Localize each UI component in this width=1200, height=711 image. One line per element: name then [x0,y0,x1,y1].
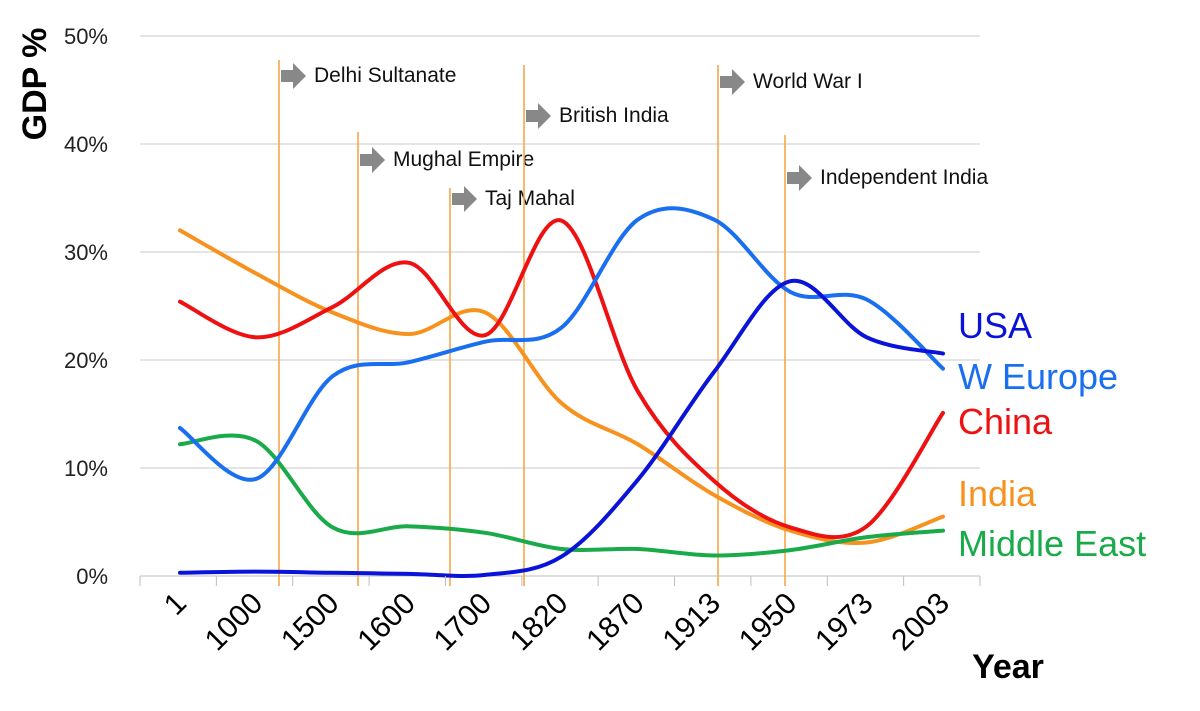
series-line-usa [178,278,945,578]
event-label: Delhi Sultanate [314,64,456,87]
series-line-w-europe [178,206,945,482]
event-arrow-icon [526,103,551,129]
series-label: USA [958,305,1032,346]
x-tick-label: 1 [158,587,193,622]
series-line-china [178,218,945,540]
x-tick-label: 1700 [428,587,499,658]
event-arrow-icon [452,186,477,212]
event-label: Taj Mahal [485,187,575,210]
series-label: Middle East [958,523,1146,564]
series-label: W Europe [958,356,1118,397]
x-tick-label: 1950 [733,587,804,658]
y-tick-label: 40% [64,132,108,157]
event-arrow-icon [787,165,812,191]
data-series [178,206,945,578]
y-tick-label: 30% [64,240,108,265]
series-line-india [178,228,945,545]
event-label: Mughal Empire [393,148,534,171]
event-label: Independent India [820,166,988,189]
series-line-middle-east [178,433,945,558]
x-tick-label: 1973 [809,587,880,658]
historical-events: Delhi Sultanate Mughal Empire Taj Mahal Bri… [278,60,988,586]
y-axis-ticks: 0% 10% 20% 30% 40% 50% [64,24,108,589]
x-tick-label: 1820 [504,587,575,658]
event-label: British India [559,104,669,127]
x-tick-label: 2003 [885,587,956,658]
x-tick-label: 1870 [580,587,651,658]
y-tick-label: 10% [64,456,108,481]
series-label: India [958,473,1037,514]
y-tick-label: 20% [64,348,108,373]
x-tick-label: 1600 [351,587,422,658]
x-tick-label: 1913 [657,587,728,658]
event-arrow-icon [360,147,385,173]
grid-lines [140,35,980,577]
x-axis-ticks: 1 1000 1500 1600 1700 1820 1870 1913 1950 1973 200… [139,576,981,658]
event-arrow-icon [281,63,306,89]
x-tick-label: 1000 [199,587,270,658]
y-tick-label: 50% [64,24,108,49]
y-axis-title: GDP % [16,28,54,141]
x-tick-label: 1500 [275,587,346,658]
x-axis-title: Year [972,648,1044,686]
event-arrow-icon [720,69,745,95]
y-tick-label: 0% [76,564,108,589]
series-label: China [958,401,1053,442]
event-label: World War I [753,70,863,93]
